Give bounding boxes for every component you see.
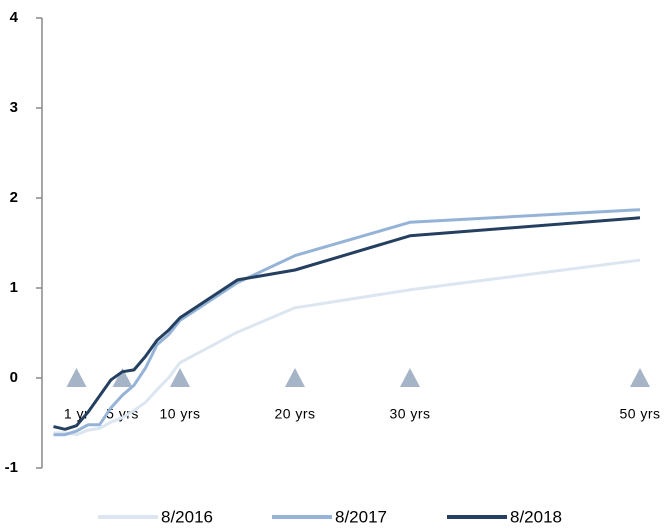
maturity-marker xyxy=(400,368,420,387)
y-tick-label: 1 xyxy=(10,279,18,296)
y-tick-label: 0 xyxy=(10,369,18,386)
y-tick-label: -1 xyxy=(5,459,18,476)
series-line xyxy=(53,258,641,437)
y-tick-label: 4 xyxy=(10,9,19,26)
series-line xyxy=(53,216,641,431)
maturity-marker xyxy=(285,368,305,387)
maturity-label: 50 yrs xyxy=(619,406,660,422)
series-line xyxy=(53,208,641,437)
maturity-marker xyxy=(170,368,190,387)
maturity-label: 30 yrs xyxy=(389,406,430,422)
legend-label: 8/2018 xyxy=(510,507,562,526)
y-tick-label: 3 xyxy=(10,99,18,116)
maturity-label: 10 yrs xyxy=(159,406,200,422)
maturity-marker xyxy=(112,368,133,387)
maturity-marker xyxy=(66,368,87,387)
legend-label: 8/2016 xyxy=(161,507,213,526)
legend-label: 8/2017 xyxy=(335,507,387,526)
maturity-label: 20 yrs xyxy=(274,406,315,422)
maturity-label: 5 yrs xyxy=(106,406,139,422)
maturity-marker xyxy=(630,368,650,387)
y-tick-label: 2 xyxy=(10,189,18,206)
